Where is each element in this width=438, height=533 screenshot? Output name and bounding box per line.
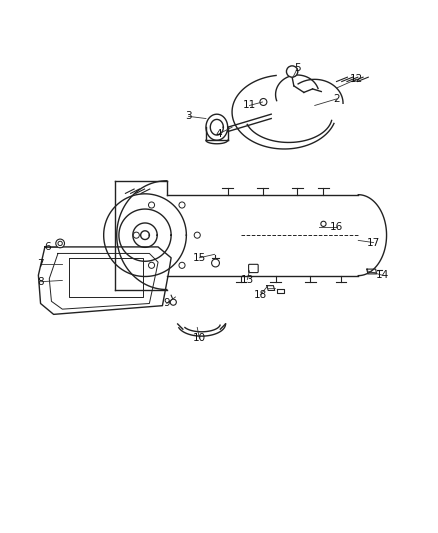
Text: 16: 16 (330, 222, 343, 232)
Text: 7: 7 (37, 260, 44, 269)
Text: 10: 10 (193, 333, 206, 343)
Text: 3: 3 (185, 111, 192, 122)
Text: 15: 15 (193, 253, 206, 263)
Circle shape (179, 262, 185, 268)
Circle shape (133, 232, 139, 238)
Circle shape (148, 202, 155, 208)
Circle shape (260, 99, 267, 106)
FancyBboxPatch shape (249, 264, 258, 272)
Text: 13: 13 (240, 274, 254, 285)
Circle shape (194, 232, 200, 238)
Circle shape (321, 221, 326, 227)
Text: 2: 2 (333, 94, 340, 104)
Text: 4: 4 (215, 129, 223, 139)
Text: 11: 11 (243, 100, 256, 110)
Circle shape (148, 262, 155, 268)
Text: 6: 6 (44, 242, 50, 252)
Circle shape (170, 299, 177, 305)
Text: 9: 9 (163, 298, 170, 309)
Circle shape (179, 202, 185, 208)
Circle shape (212, 259, 219, 267)
Text: 18: 18 (254, 290, 267, 300)
Text: 5: 5 (294, 63, 300, 74)
Text: 17: 17 (367, 238, 380, 247)
Text: 8: 8 (37, 277, 44, 287)
Circle shape (58, 241, 62, 246)
Text: 14: 14 (375, 270, 389, 280)
Circle shape (286, 66, 298, 77)
Text: 12: 12 (350, 75, 363, 84)
Circle shape (56, 239, 64, 248)
